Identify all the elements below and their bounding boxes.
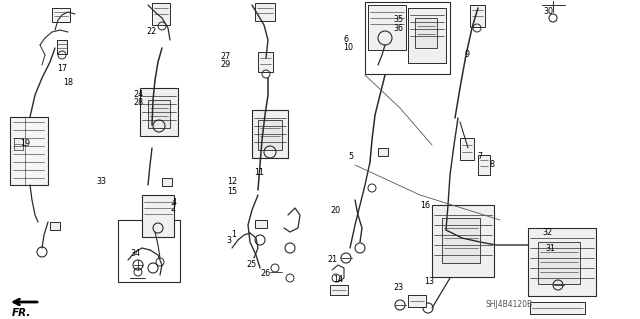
Bar — [368, 5, 406, 50]
Text: 33: 33 — [96, 177, 106, 186]
Text: 6: 6 — [343, 35, 348, 44]
Bar — [255, 220, 267, 228]
Text: 14: 14 — [333, 275, 343, 284]
Bar — [442, 218, 480, 263]
Bar — [365, 2, 450, 74]
Bar — [57, 40, 67, 54]
Bar — [252, 110, 288, 158]
Text: 17: 17 — [57, 64, 67, 73]
Text: 19: 19 — [20, 139, 31, 148]
Bar — [432, 205, 494, 277]
Text: 21: 21 — [327, 256, 337, 264]
Bar — [50, 222, 60, 230]
Text: 28: 28 — [134, 98, 144, 107]
Text: 27: 27 — [220, 52, 230, 61]
Text: 8: 8 — [489, 160, 494, 169]
Text: 20: 20 — [330, 206, 340, 215]
Bar — [478, 155, 490, 175]
Text: 16: 16 — [420, 201, 431, 210]
Text: 25: 25 — [246, 260, 257, 269]
Bar — [255, 3, 275, 21]
Bar — [258, 120, 282, 150]
Text: 26: 26 — [260, 269, 270, 278]
Bar — [258, 52, 273, 72]
Text: 13: 13 — [424, 277, 434, 286]
Text: 10: 10 — [343, 43, 353, 52]
Text: 12: 12 — [227, 177, 237, 186]
Bar — [378, 148, 388, 156]
Bar — [408, 8, 446, 63]
Text: 24: 24 — [134, 90, 144, 99]
Bar — [162, 178, 172, 186]
Text: 9: 9 — [465, 50, 470, 59]
Bar — [52, 8, 70, 22]
Text: SHJ4B4120B: SHJ4B4120B — [485, 300, 532, 309]
Bar — [538, 242, 580, 284]
Text: 7: 7 — [477, 152, 483, 161]
Bar — [460, 138, 474, 160]
Bar — [408, 295, 426, 307]
Bar — [528, 228, 596, 296]
Text: FR.: FR. — [12, 308, 31, 318]
Text: 15: 15 — [227, 187, 237, 196]
Text: 34: 34 — [131, 249, 141, 258]
Text: 2: 2 — [170, 204, 175, 213]
Text: 36: 36 — [393, 24, 403, 33]
Text: 29: 29 — [220, 60, 230, 69]
Text: 31: 31 — [545, 244, 556, 253]
Bar — [140, 88, 178, 136]
Bar — [14, 138, 23, 150]
Text: 23: 23 — [394, 283, 404, 292]
Bar — [330, 285, 348, 295]
Text: 30: 30 — [543, 7, 554, 16]
Bar — [530, 302, 585, 314]
Bar — [142, 195, 174, 237]
Text: 1: 1 — [231, 230, 236, 239]
Bar — [415, 18, 437, 48]
Text: 22: 22 — [147, 27, 157, 36]
Text: 5: 5 — [348, 152, 353, 161]
Bar — [10, 117, 48, 185]
Bar — [118, 220, 180, 282]
Bar — [470, 5, 485, 27]
Bar — [152, 3, 170, 25]
Text: 32: 32 — [542, 228, 552, 237]
Text: 35: 35 — [393, 15, 403, 24]
Text: 11: 11 — [254, 168, 264, 177]
Text: 4: 4 — [172, 198, 177, 207]
Bar — [148, 100, 170, 128]
Text: 3: 3 — [227, 236, 232, 245]
Text: 18: 18 — [63, 78, 74, 87]
